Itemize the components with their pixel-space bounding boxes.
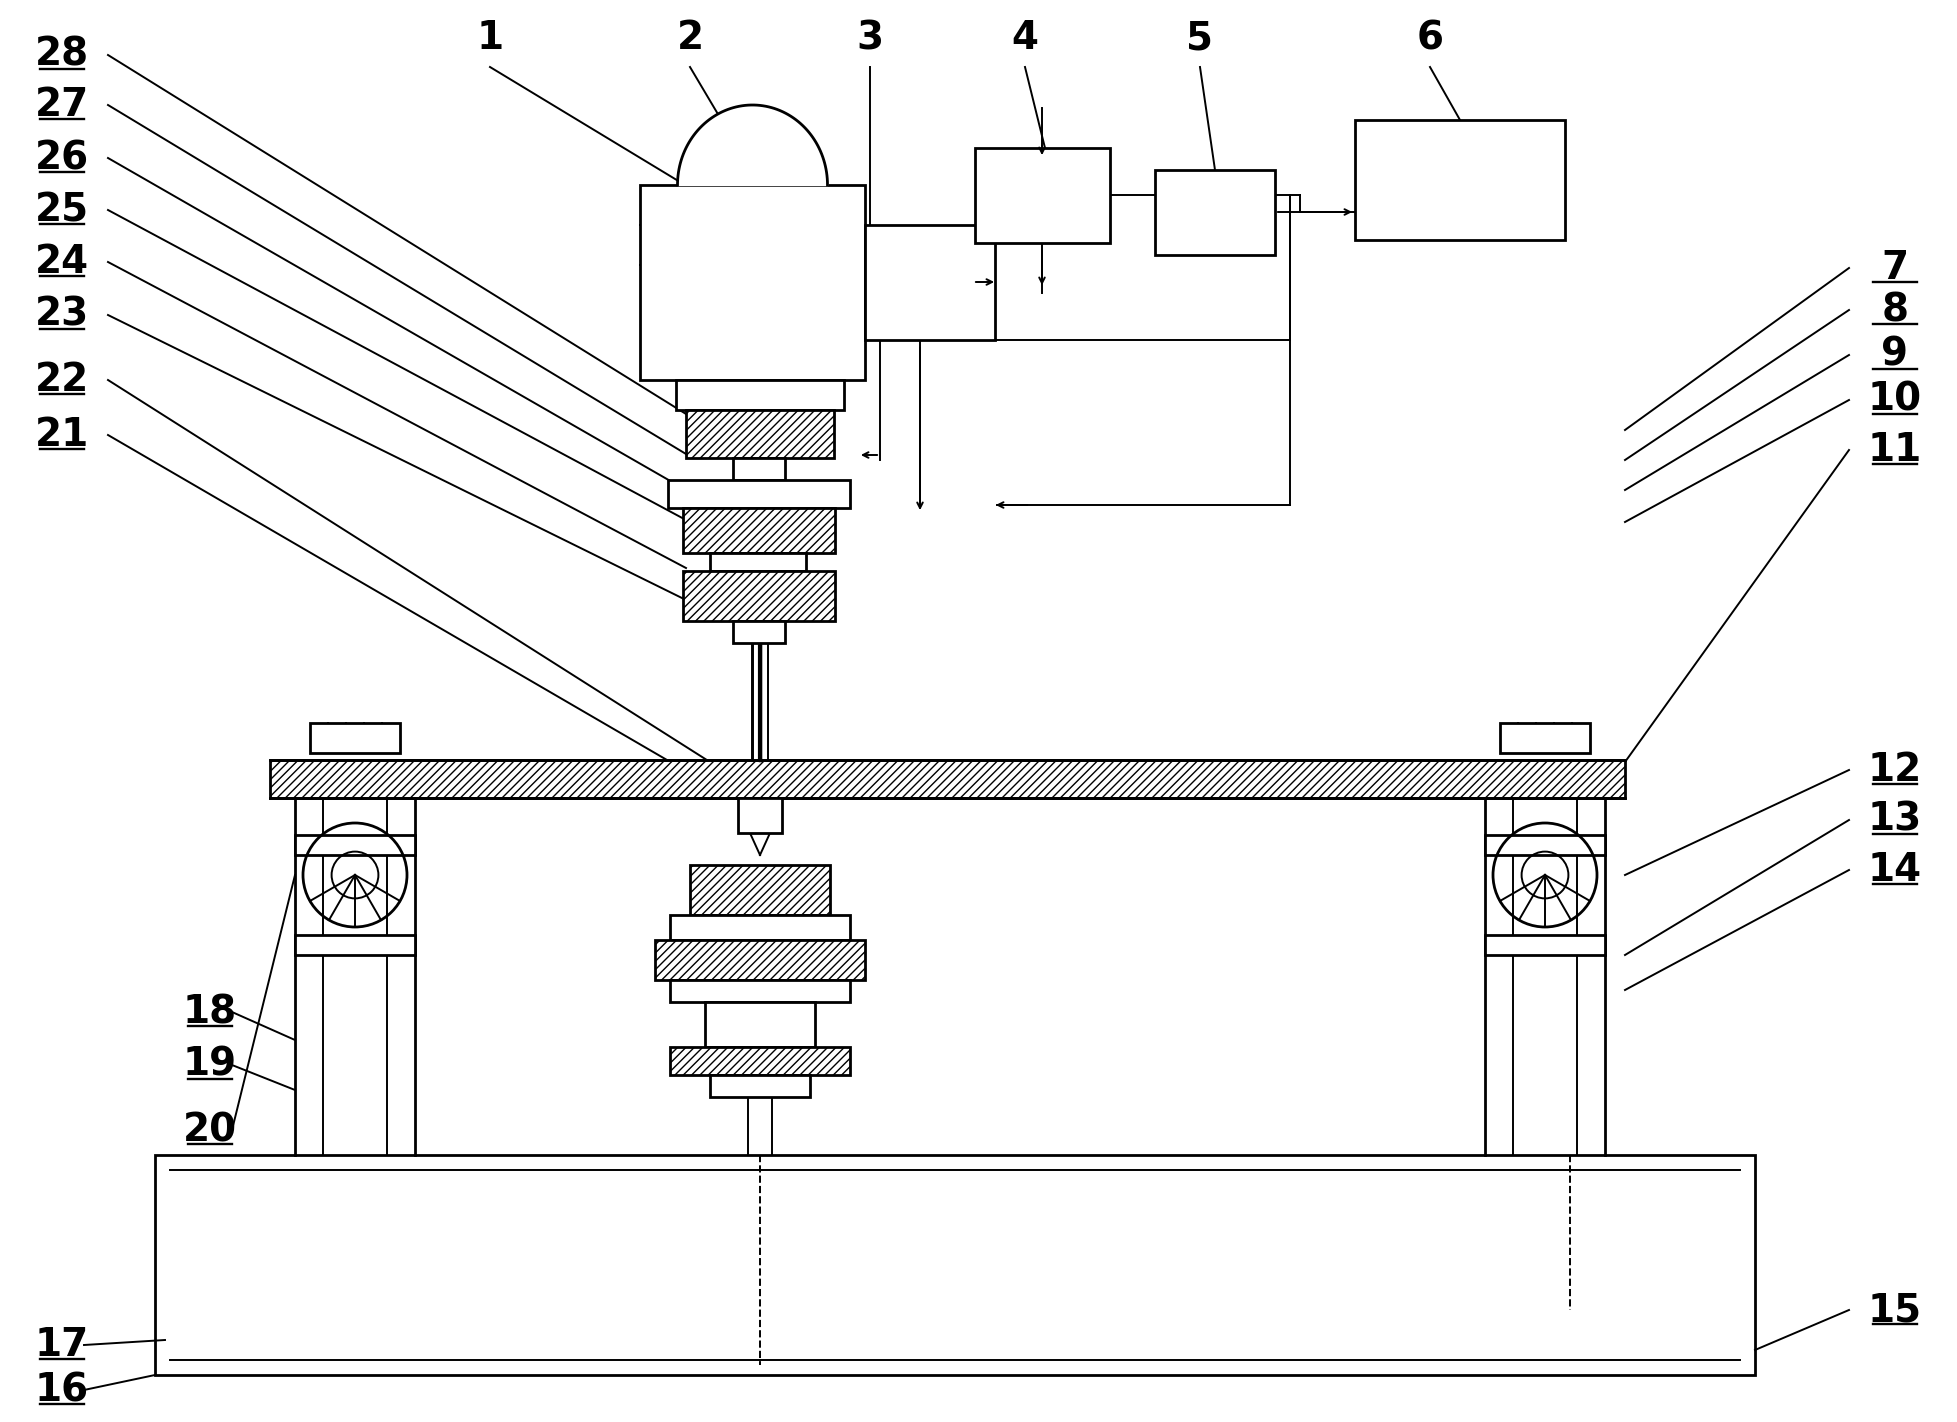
Text: 6: 6 — [1415, 18, 1442, 57]
Bar — [1483, 936, 1605, 956]
Text: 20: 20 — [182, 1111, 237, 1149]
Text: 16: 16 — [35, 1371, 88, 1409]
Text: 19: 19 — [182, 1047, 237, 1084]
Bar — [656, 940, 865, 980]
Text: 7: 7 — [1881, 249, 1908, 287]
Bar — [689, 865, 830, 914]
Bar — [669, 980, 849, 1003]
Text: 8: 8 — [1881, 292, 1908, 328]
Bar — [1499, 722, 1589, 754]
Bar — [1483, 835, 1605, 855]
Text: 26: 26 — [35, 139, 88, 176]
Bar — [675, 380, 843, 410]
Bar — [667, 481, 849, 508]
Text: 24: 24 — [35, 243, 88, 282]
Text: 18: 18 — [182, 993, 237, 1031]
Bar — [732, 458, 785, 481]
Bar — [270, 759, 1624, 798]
Text: 3: 3 — [855, 18, 883, 57]
Bar — [710, 1075, 810, 1096]
Bar — [640, 185, 865, 380]
Text: 28: 28 — [35, 36, 88, 74]
Text: 1: 1 — [476, 18, 503, 57]
Bar — [1354, 119, 1564, 240]
Bar — [296, 835, 415, 855]
Text: 2: 2 — [675, 18, 703, 57]
Text: 5: 5 — [1186, 18, 1213, 57]
Bar — [710, 553, 806, 572]
Text: 11: 11 — [1867, 431, 1922, 469]
Text: 12: 12 — [1867, 751, 1922, 789]
Bar — [865, 225, 994, 340]
Bar — [669, 914, 849, 940]
Bar — [155, 1155, 1753, 1375]
Bar — [309, 722, 399, 754]
Text: 14: 14 — [1867, 850, 1922, 889]
Text: 22: 22 — [35, 361, 90, 400]
Text: 23: 23 — [35, 296, 90, 334]
Text: 13: 13 — [1867, 801, 1922, 839]
Text: 27: 27 — [35, 85, 90, 124]
Bar — [1155, 171, 1274, 255]
Bar — [296, 936, 415, 956]
Bar — [683, 508, 834, 553]
Bar — [669, 1047, 849, 1075]
Text: 21: 21 — [35, 417, 90, 454]
Bar — [732, 621, 785, 643]
Text: 10: 10 — [1867, 381, 1922, 419]
Text: 4: 4 — [1012, 18, 1037, 57]
Bar — [683, 572, 834, 621]
Bar — [685, 410, 834, 458]
Bar — [738, 798, 781, 833]
Bar — [975, 148, 1110, 243]
Text: 17: 17 — [35, 1325, 90, 1364]
Bar — [705, 1003, 814, 1047]
Text: 15: 15 — [1867, 1291, 1922, 1330]
Text: 9: 9 — [1881, 336, 1908, 374]
Text: 25: 25 — [35, 191, 88, 229]
